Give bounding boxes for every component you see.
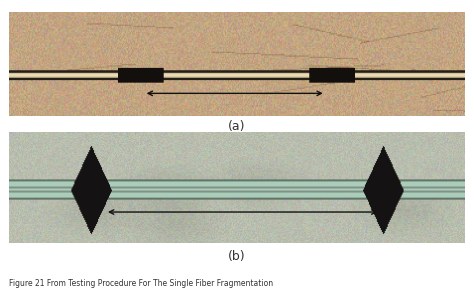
Text: (a): (a) <box>228 120 246 133</box>
Text: (b): (b) <box>228 250 246 263</box>
Text: Figure 21 From Testing Procedure For The Single Fiber Fragmentation: Figure 21 From Testing Procedure For The… <box>9 279 273 288</box>
